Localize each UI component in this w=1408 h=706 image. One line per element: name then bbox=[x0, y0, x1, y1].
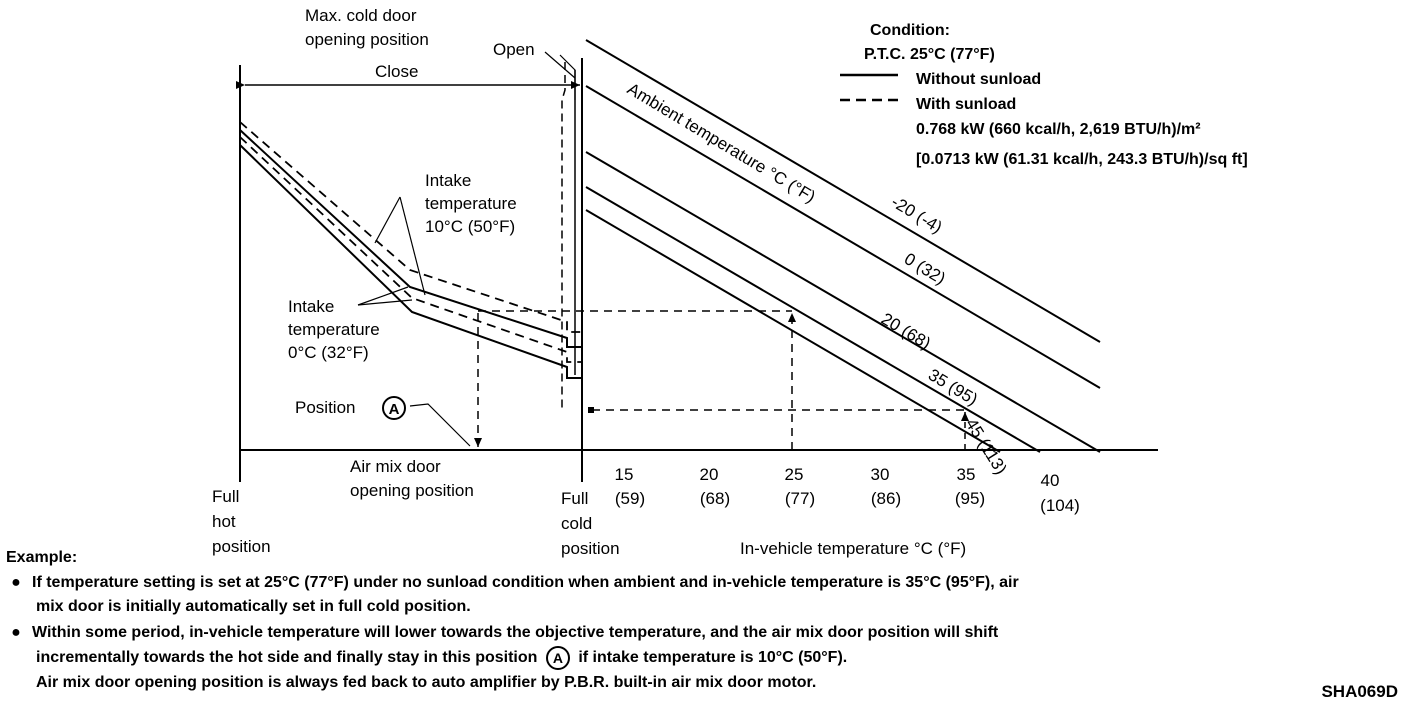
legend-solid-label: Without sunload bbox=[916, 71, 1041, 88]
ambient-line-35 bbox=[585, 186, 1041, 453]
condition-title: Condition: bbox=[870, 22, 950, 39]
full-hot-label-1: Full bbox=[212, 487, 239, 506]
full-hot-label-3: position bbox=[212, 537, 271, 556]
condition-ptc: P.T.C. 25°C (77°F) bbox=[864, 46, 995, 63]
figure-code: SHA069D bbox=[1321, 682, 1398, 701]
air-mix-door-diagram: Max. cold door opening position Open Clo… bbox=[212, 6, 1248, 558]
intake0-label-1: Intake bbox=[288, 297, 334, 316]
open-label: Open bbox=[493, 40, 535, 59]
example-item-2-text-a: incrementally towards the hot side and f… bbox=[36, 649, 538, 667]
curve-intake-0-solid bbox=[239, 144, 582, 379]
x-tick-35: 35 bbox=[957, 465, 976, 484]
ambient-label-20: 20 (68) bbox=[878, 309, 934, 353]
bullet-icon: ● bbox=[11, 574, 21, 591]
position-a-letter: A bbox=[389, 401, 400, 418]
example-item-2-line-1: ● Within some period, in-vehicle temperat… bbox=[0, 621, 998, 645]
full-cold-label-2: cold bbox=[561, 514, 592, 533]
x-tick-15-sub: (59) bbox=[615, 489, 645, 508]
intake0-label-3: 0°C (32°F) bbox=[288, 343, 369, 362]
x-tick-30-sub: (86) bbox=[871, 489, 901, 508]
intake10-leader-2 bbox=[399, 196, 426, 296]
example-start-point bbox=[588, 407, 594, 413]
intake0-leader-2 bbox=[357, 299, 413, 306]
x-axis-label: In-vehicle temperature °C (°F) bbox=[740, 539, 966, 558]
position-label: Position bbox=[295, 398, 355, 417]
legend-dashed-label: With sunload bbox=[916, 96, 1016, 113]
example-item-2-line-2: incrementally towards the hot side and f… bbox=[36, 646, 847, 670]
example-item-2-line-3: Air mix door opening position is always … bbox=[36, 674, 817, 691]
x-tick-20-sub: (68) bbox=[700, 489, 730, 508]
ambient-label-0: 0 (32) bbox=[901, 249, 949, 288]
sunload-sqft: [0.0713 kW (61.31 kcal/h, 243.3 BTU/h)/s… bbox=[916, 151, 1248, 168]
x-tick-25-sub: (77) bbox=[785, 489, 815, 508]
intake10-label-1: Intake bbox=[425, 171, 471, 190]
sunload-kw: 0.768 kW (660 kcal/h, 2,619 BTU/h)/m² bbox=[916, 121, 1201, 138]
curve-intake-0-dashed bbox=[239, 136, 582, 363]
open-leader bbox=[559, 54, 576, 100]
ambient-line-0 bbox=[585, 85, 1101, 389]
ambient-line-45 bbox=[585, 209, 1001, 453]
ambient-title: Ambient temperature °C (°F) bbox=[624, 79, 819, 206]
example-item-1-line-1: ● If temperature setting is set at 25°C (… bbox=[0, 571, 1019, 595]
position-a-inline-marker: A bbox=[545, 646, 570, 670]
x-tick-20: 20 bbox=[700, 465, 719, 484]
example-item-2-text-b: if intake temperature is 10°C (50°F). bbox=[578, 649, 848, 667]
example-item-2-text: Within some period, in-vehicle temperatu… bbox=[32, 624, 999, 641]
ambient-label-minus20: -20 (-4) bbox=[888, 192, 946, 237]
close-label: Close bbox=[375, 62, 418, 81]
airmix-label-1: Air mix door bbox=[350, 457, 441, 476]
ambient-label-35: 35 (95) bbox=[925, 365, 981, 409]
airmix-label-2: opening position bbox=[350, 481, 474, 500]
curve-intake-10-solid bbox=[239, 129, 582, 348]
bullet-icon: ● bbox=[11, 624, 21, 641]
full-cold-label-1: Full bbox=[561, 489, 588, 508]
position-a-marker bbox=[382, 396, 406, 420]
intake10-leader-1 bbox=[374, 196, 401, 244]
max-cold-label-2: opening position bbox=[305, 30, 429, 49]
full-cold-label-3: position bbox=[561, 539, 620, 558]
ambient-line-minus20 bbox=[585, 39, 1101, 343]
position-a-leader bbox=[409, 403, 471, 447]
max-cold-label-1: Max. cold door bbox=[305, 6, 417, 25]
full-hot-label-2: hot bbox=[212, 512, 236, 531]
ambient-line-20 bbox=[585, 151, 1101, 453]
example-item-1-line-2: mix door is initially automatically set … bbox=[36, 598, 471, 615]
example-heading: Example: bbox=[6, 549, 78, 566]
x-tick-30: 30 bbox=[871, 465, 890, 484]
curve-intake-10-dashed bbox=[239, 121, 582, 333]
x-tick-40-sub: (104) bbox=[1040, 496, 1080, 515]
intake0-leader-1 bbox=[357, 286, 409, 306]
x-tick-40: 40 bbox=[1041, 471, 1060, 490]
example-item-1-text: If temperature setting is set at 25°C (7… bbox=[32, 574, 1019, 591]
intake10-label-2: temperature bbox=[425, 194, 517, 213]
x-tick-35-sub: (95) bbox=[955, 489, 985, 508]
intake0-label-2: temperature bbox=[288, 320, 380, 339]
x-tick-25: 25 bbox=[785, 465, 804, 484]
intake10-label-3: 10°C (50°F) bbox=[425, 217, 515, 236]
x-tick-15: 15 bbox=[615, 465, 634, 484]
max-cold-leader bbox=[544, 51, 576, 79]
max-cold-dashed-vertical bbox=[561, 62, 566, 410]
